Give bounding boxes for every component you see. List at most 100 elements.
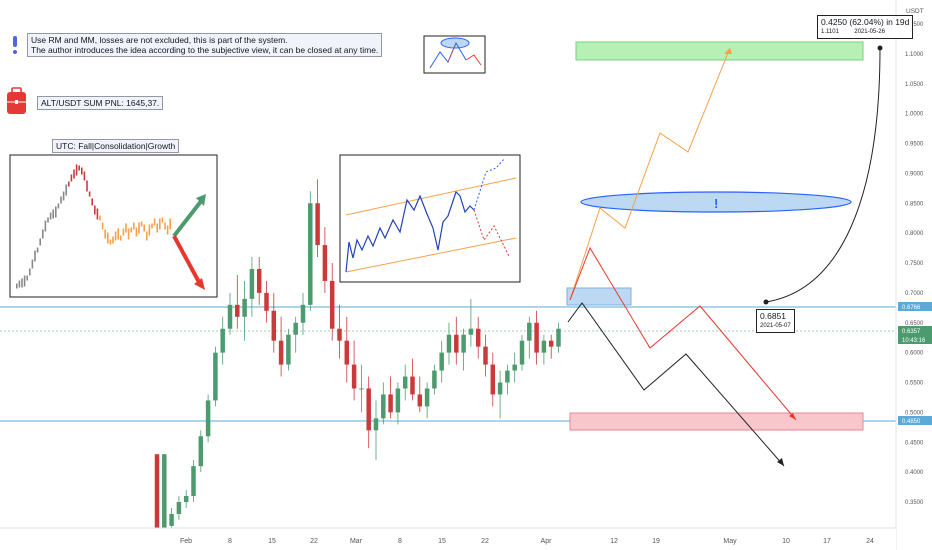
candle [527, 316, 532, 359]
price-labels: 0.6766 0.6357 10:43:16 0.4850 [898, 302, 932, 425]
candle [329, 263, 335, 341]
candle [454, 316, 459, 365]
target-label-main: 0.4250 (62.04%) in 19d [821, 17, 910, 27]
candle [344, 316, 350, 383]
fall-path-red [569, 246, 797, 421]
growth-path [569, 47, 731, 301]
arc-end-dot [877, 45, 883, 51]
price-label-tag: 0.6766 [898, 302, 932, 311]
candle [359, 364, 364, 413]
price-label-text: 0.4850 [902, 419, 921, 425]
candle [300, 292, 306, 335]
candle [468, 298, 474, 347]
inset-utc-box [9, 154, 218, 298]
utc-note: UTC: Fall|Consolidation|Growth [52, 139, 180, 153]
candle [417, 376, 423, 413]
disclaimer-note: Use RM and MM, losses are not excluded, … [27, 33, 383, 57]
x-tick-label: 22 [310, 538, 318, 545]
y-tick-label: 0.9000 [905, 171, 924, 177]
candle [308, 191, 313, 311]
inset-channel-box [339, 154, 521, 283]
candle [264, 280, 269, 323]
candle [154, 454, 160, 528]
currency-label: USDT [906, 8, 924, 15]
candle [162, 454, 167, 528]
x-tick-label: Apr [541, 538, 553, 545]
price-label-text: 0.6357 [902, 329, 921, 335]
price-axis[interactable] [896, 0, 932, 550]
candle [191, 460, 196, 502]
candle [271, 292, 277, 353]
candle [286, 328, 291, 371]
price-label-tag: 0.6357 [898, 326, 932, 335]
candle [337, 304, 342, 359]
y-tick-label: 1.0500 [905, 82, 924, 88]
x-tick-label: 12 [610, 538, 618, 545]
candle [548, 334, 554, 359]
y-tick-label: 0.8500 [905, 201, 924, 207]
candle [519, 334, 525, 371]
candle [381, 382, 386, 425]
y-tick-label: 0.7500 [905, 261, 924, 267]
y-tick-label: 0.4000 [905, 470, 924, 476]
x-tick-label: 19 [652, 538, 660, 545]
x-tick-label: 10 [782, 538, 790, 545]
candle [351, 340, 357, 401]
target-zone [575, 41, 864, 61]
x-tick-label: Mar [350, 538, 363, 545]
candle [556, 322, 561, 353]
price-label-text: 10:43:16 [902, 338, 926, 344]
price-label-text: 0.6766 [902, 305, 921, 311]
target-arc [765, 47, 881, 303]
candle [439, 340, 444, 383]
y-tick-label: 0.6000 [905, 351, 924, 357]
target-label-sub: 1.1101 2021-05-26 [821, 27, 909, 37]
y-tick-label: 1.1500 [905, 22, 924, 28]
candle [410, 358, 415, 401]
y-tick-label: 1.0000 [905, 112, 924, 118]
briefcase-icon [7, 87, 26, 114]
candle [432, 364, 437, 395]
inset-channel-drawing [345, 157, 517, 273]
candle [424, 382, 430, 419]
candle [388, 376, 393, 419]
inset-utc-drawing [16, 164, 206, 290]
price-label-tag: 0.4850 [898, 416, 932, 425]
y-tick-label: 0.5000 [905, 410, 924, 416]
candle [242, 280, 247, 341]
disclaimer-line-1: Use RM and MM, losses are not excluded, … [31, 35, 288, 45]
candle [446, 322, 452, 365]
candle [373, 400, 379, 461]
candle [220, 316, 225, 365]
target-sub-date: 2021-05-26 [854, 29, 885, 35]
candle [235, 274, 240, 329]
candle [366, 376, 371, 449]
pnl-note: ALT/USDT SUM PNL: 1645,37. [37, 96, 164, 110]
y-tick-label: 0.7000 [905, 291, 924, 297]
disclaimer-line-2: The author introduces the idea according… [31, 45, 379, 55]
y-tick-label: 0.9500 [905, 142, 924, 148]
candle [461, 328, 466, 371]
candle [213, 346, 218, 407]
time-axis[interactable] [0, 528, 896, 550]
x-tick-label: 24 [866, 538, 874, 545]
target-sub-price: 1.1101 [821, 29, 839, 35]
growth-arrowhead [724, 48, 732, 54]
inset-small-drawing [429, 37, 482, 69]
exclamation-mark: ! [714, 196, 718, 211]
y-tick-label: 0.6500 [905, 321, 924, 327]
candle [395, 382, 401, 425]
candle [293, 316, 298, 353]
candle [176, 496, 182, 520]
candle [278, 316, 284, 377]
y-tick-label: 0.8000 [905, 231, 924, 237]
candle [322, 227, 328, 293]
candles-group [154, 179, 561, 528]
candle [227, 292, 233, 335]
candle [505, 364, 510, 395]
candle [534, 310, 539, 365]
info-exclamation-icon [13, 36, 17, 54]
red-arrowhead [789, 413, 796, 420]
candle [490, 352, 496, 407]
